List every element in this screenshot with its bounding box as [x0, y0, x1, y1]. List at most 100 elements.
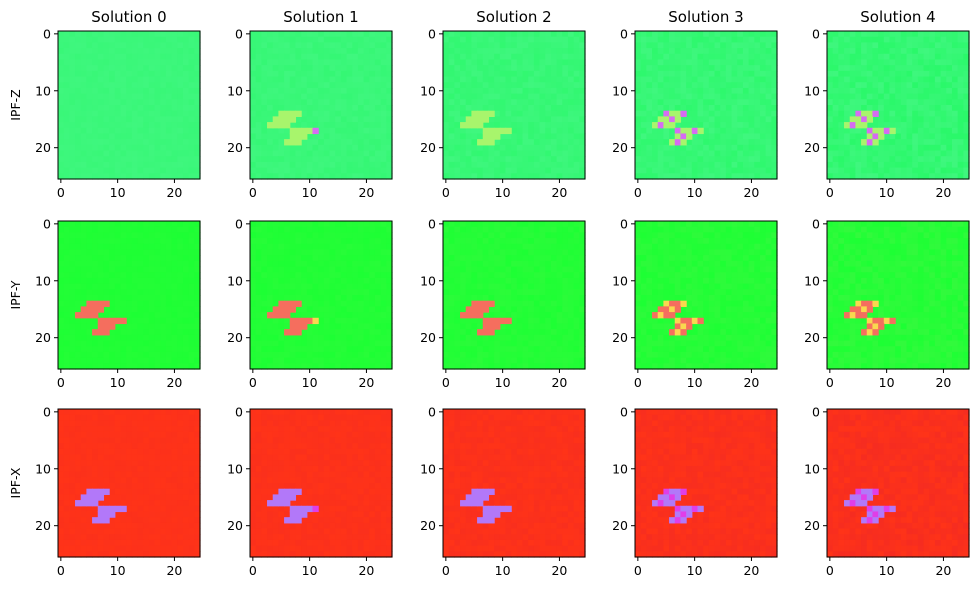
heatmap-cell: [131, 249, 139, 256]
heatmap-cell: [940, 42, 947, 49]
heatmap-cell: [160, 144, 167, 152]
heatmap-cell: [686, 59, 693, 66]
heatmap-cell: [109, 351, 116, 359]
heatmap-cell: [75, 31, 82, 38]
heatmap-cell: [143, 70, 150, 78]
heatmap-cell: [912, 161, 919, 169]
heatmap-cell: [250, 93, 257, 100]
heatmap-cell: [533, 139, 541, 146]
heatmap-cell: [69, 150, 76, 157]
heatmap-cell: [545, 70, 552, 78]
heatmap-cell: [691, 173, 699, 180]
heatmap-cell: [160, 277, 167, 285]
heatmap-cell: [657, 93, 664, 100]
heatmap-cell: [386, 65, 393, 72]
heatmap-cell: [482, 87, 490, 95]
heatmap-cell: [126, 272, 133, 279]
heatmap-cell: [75, 105, 82, 112]
heatmap-cell: [86, 122, 93, 129]
heatmap-cell: [177, 255, 184, 262]
heatmap-cell: [765, 122, 772, 129]
heatmap-cell: [923, 76, 930, 83]
heatmap-cell: [289, 363, 297, 370]
heatmap-cell: [318, 323, 325, 330]
heatmap-cell: [866, 122, 874, 129]
heatmap-cell: [714, 167, 721, 174]
heatmap-cell: [352, 70, 359, 78]
heatmap-cell: [533, 48, 541, 55]
heatmap-cell: [137, 283, 144, 290]
heatmap-cell: [120, 317, 127, 325]
heatmap-cell: [340, 300, 348, 307]
heatmap-cell: [75, 357, 82, 364]
heatmap-cell: [63, 53, 70, 61]
heatmap-cell: [97, 238, 105, 245]
heatmap-cell: [556, 173, 563, 180]
heatmap-cell: [109, 300, 116, 307]
heatmap-cell: [380, 122, 387, 129]
heatmap-cell: [120, 306, 127, 313]
heatmap-cell: [267, 53, 274, 61]
heatmap-cell: [737, 99, 744, 106]
heatmap-cell: [703, 93, 710, 100]
heatmap-cell: [261, 295, 268, 302]
heatmap-cell: [357, 93, 365, 100]
heatmap-cell: [323, 334, 331, 342]
heatmap-cell: [69, 116, 76, 123]
heatmap-cell: [522, 105, 529, 112]
heatmap-cell: [917, 48, 925, 55]
heatmap-cell: [160, 317, 167, 325]
heatmap-cell: [261, 76, 268, 83]
heatmap-cell: [748, 156, 755, 163]
heatmap-cell: [143, 105, 150, 112]
heatmap-cell: [674, 93, 682, 100]
heatmap-cell: [878, 93, 885, 100]
heatmap-cell: [250, 243, 257, 251]
heatmap-cell: [148, 346, 156, 353]
heatmap-cell: [329, 65, 336, 72]
heatmap-cell: [352, 226, 359, 233]
heatmap-cell: [103, 36, 110, 43]
heatmap-cell: [80, 70, 87, 78]
heatmap-cell: [691, 99, 699, 106]
heatmap-cell: [562, 249, 569, 256]
heatmap-cell: [465, 156, 472, 163]
heatmap-cell: [148, 260, 156, 268]
heatmap-cell: [80, 42, 87, 49]
heatmap-cell: [900, 133, 908, 140]
heatmap-cell: [267, 300, 274, 307]
x-tick-label: 10: [302, 185, 318, 200]
heatmap-cell: [771, 65, 778, 72]
heatmap-cell: [97, 110, 105, 117]
heatmap-cell: [550, 59, 558, 66]
heatmap-cell: [465, 31, 472, 38]
heatmap-cell: [289, 105, 297, 112]
heatmap-cell: [533, 59, 541, 66]
heatmap-cell: [657, 82, 664, 89]
heatmap-cell: [103, 340, 110, 347]
heatmap-cell: [182, 272, 190, 279]
heatmap-cell: [720, 105, 727, 112]
heatmap-cell: [97, 116, 105, 123]
heatmap-cell: [278, 340, 285, 347]
heatmap-cell: [646, 42, 653, 49]
heatmap-cell: [934, 173, 942, 180]
heatmap-cell: [652, 161, 659, 169]
heatmap-cell: [731, 150, 738, 157]
heatmap-cell: [374, 150, 382, 157]
heatmap-cell: [369, 70, 376, 78]
heatmap-cell: [827, 150, 834, 157]
heatmap-cell: [872, 161, 879, 169]
heatmap-cell: [97, 266, 105, 273]
heatmap-cell: [126, 363, 133, 370]
heatmap-cell: [126, 238, 133, 245]
heatmap-cell: [154, 36, 161, 43]
heatmap-cell: [579, 70, 586, 78]
heatmap-cell: [335, 260, 342, 268]
heatmap-cell: [306, 312, 314, 319]
heatmap-cell: [771, 110, 778, 117]
heatmap-cell: [635, 144, 642, 152]
heatmap-cell: [340, 334, 348, 342]
heatmap-cell: [844, 59, 851, 66]
heatmap-cell: [471, 110, 478, 117]
